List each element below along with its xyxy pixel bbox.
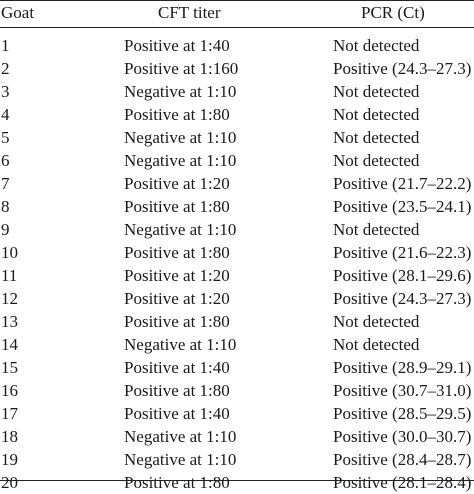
cell-cft-titer: Positive at 1:40 (124, 358, 230, 377)
table-row: 7 Positive at 1:20 Positive (21.7–22.2) (0, 172, 474, 195)
cell-goat: 6 (1, 151, 10, 170)
cell-cft-titer: Positive at 1:80 (124, 243, 230, 262)
cell-pcr-ct: Not detected (333, 82, 420, 101)
cell-goat: 10 (1, 243, 18, 262)
cell-cft-titer: Positive at 1:40 (124, 36, 230, 55)
cell-cft-titer: Positive at 1:80 (124, 197, 230, 216)
cell-cft-titer: Negative at 1:10 (124, 128, 237, 147)
table-row: 3 Negative at 1:10 Not detected (0, 80, 474, 103)
table-row: 17 Positive at 1:40 Positive (28.5–29.5) (0, 402, 474, 425)
cell-pcr-ct: Positive (28.1–29.6) (333, 266, 472, 285)
table-body: 1 Positive at 1:40 Not detected 2 Positive … (0, 34, 474, 494)
table-row: 5 Negative at 1:10 Not detected (0, 126, 474, 149)
cell-goat: 11 (1, 266, 18, 285)
cell-goat: 16 (1, 381, 18, 400)
cell-cft-titer: Negative at 1:10 (124, 427, 237, 446)
cell-goat: 4 (1, 105, 10, 124)
cell-cft-titer: Negative at 1:10 (124, 82, 237, 101)
header-cft-titer: CFT titer (158, 3, 221, 22)
cell-goat: 8 (1, 197, 10, 216)
cell-cft-titer: Negative at 1:10 (124, 335, 237, 354)
cell-pcr-ct: Not detected (333, 220, 420, 239)
cell-pcr-ct: Not detected (333, 36, 420, 55)
cell-cft-titer: Positive at 1:80 (124, 381, 230, 400)
cell-pcr-ct: Positive (24.3–27.3) (333, 59, 472, 78)
cell-pcr-ct: Not detected (333, 105, 420, 124)
cell-cft-titer: Positive at 1:80 (124, 105, 230, 124)
header-goat: Goat (1, 3, 35, 22)
cell-pcr-ct: Positive (28.1–28.4) (333, 473, 472, 492)
cell-cft-titer: Negative at 1:10 (124, 450, 237, 469)
cell-goat: 12 (1, 289, 18, 308)
table-header-row: Goat CFT titer PCR (Ct) (0, 0, 474, 27)
cell-pcr-ct: Positive (21.7–22.2) (333, 174, 472, 193)
cell-pcr-ct: Positive (28.4–28.7) (333, 450, 472, 469)
cell-goat: 19 (1, 450, 18, 469)
table-row: 2 Positive at 1:160 Positive (24.3–27.3) (0, 57, 474, 80)
cell-pcr-ct: Not detected (333, 151, 420, 170)
cell-cft-titer: Negative at 1:10 (124, 220, 237, 239)
table-row: 13 Positive at 1:80 Not detected (0, 310, 474, 333)
table-row: 14 Negative at 1:10 Not detected (0, 333, 474, 356)
cell-goat: 9 (1, 220, 10, 239)
table-row: 8 Positive at 1:80 Positive (23.5–24.1) (0, 195, 474, 218)
cell-pcr-ct: Positive (24.3–27.3) (333, 289, 472, 308)
table-row: 4 Positive at 1:80 Not detected (0, 103, 474, 126)
cell-goat: 20 (1, 473, 18, 492)
table-row: 9 Negative at 1:10 Not detected (0, 218, 474, 241)
cell-pcr-ct: Positive (21.6–22.3) (333, 243, 472, 262)
table-row: 6 Negative at 1:10 Not detected (0, 149, 474, 172)
table-row: 11 Positive at 1:20 Positive (28.1–29.6) (0, 264, 474, 287)
cell-goat: 15 (1, 358, 18, 377)
cell-cft-titer: Positive at 1:160 (124, 59, 239, 78)
table-row: 15 Positive at 1:40 Positive (28.9–29.1) (0, 356, 474, 379)
cell-goat: 3 (1, 82, 10, 101)
cell-pcr-ct: Positive (30.7–31.0) (333, 381, 472, 400)
cell-goat: 17 (1, 404, 18, 423)
cell-cft-titer: Negative at 1:10 (124, 151, 237, 170)
cell-goat: 18 (1, 427, 18, 446)
table-top-rule (0, 0, 474, 1)
table-row: 16 Positive at 1:80 Positive (30.7–31.0) (0, 379, 474, 402)
cell-pcr-ct: Not detected (333, 128, 420, 147)
cell-cft-titer: Positive at 1:80 (124, 473, 230, 492)
table-bottom-rule (0, 480, 474, 481)
cell-pcr-ct: Positive (30.0–30.7) (333, 427, 472, 446)
table-row: 18 Negative at 1:10 Positive (30.0–30.7) (0, 425, 474, 448)
cell-goat: 13 (1, 312, 18, 331)
table-header-rule (0, 27, 474, 28)
table-row: 12 Positive at 1:20 Positive (24.3–27.3) (0, 287, 474, 310)
cell-goat: 7 (1, 174, 10, 193)
cell-goat: 14 (1, 335, 18, 354)
cell-goat: 2 (1, 59, 10, 78)
table-row: 19 Negative at 1:10 Positive (28.4–28.7) (0, 448, 474, 471)
cell-cft-titer: Positive at 1:40 (124, 404, 230, 423)
cell-goat: 1 (1, 36, 10, 55)
table-row: 20 Positive at 1:80 Positive (28.1–28.4) (0, 471, 474, 494)
cell-cft-titer: Positive at 1:20 (124, 174, 230, 193)
cell-cft-titer: Positive at 1:20 (124, 266, 230, 285)
cell-pcr-ct: Not detected (333, 312, 420, 331)
cell-pcr-ct: Positive (23.5–24.1) (333, 197, 472, 216)
header-pcr-ct: PCR (Ct) (361, 3, 425, 22)
cell-cft-titer: Positive at 1:20 (124, 289, 230, 308)
cell-goat: 5 (1, 128, 10, 147)
cell-cft-titer: Positive at 1:80 (124, 312, 230, 331)
cell-pcr-ct: Not detected (333, 335, 420, 354)
cell-pcr-ct: Positive (28.5–29.5) (333, 404, 472, 423)
cell-pcr-ct: Positive (28.9–29.1) (333, 358, 472, 377)
table-row: 10 Positive at 1:80 Positive (21.6–22.3) (0, 241, 474, 264)
table-row: 1 Positive at 1:40 Not detected (0, 34, 474, 57)
